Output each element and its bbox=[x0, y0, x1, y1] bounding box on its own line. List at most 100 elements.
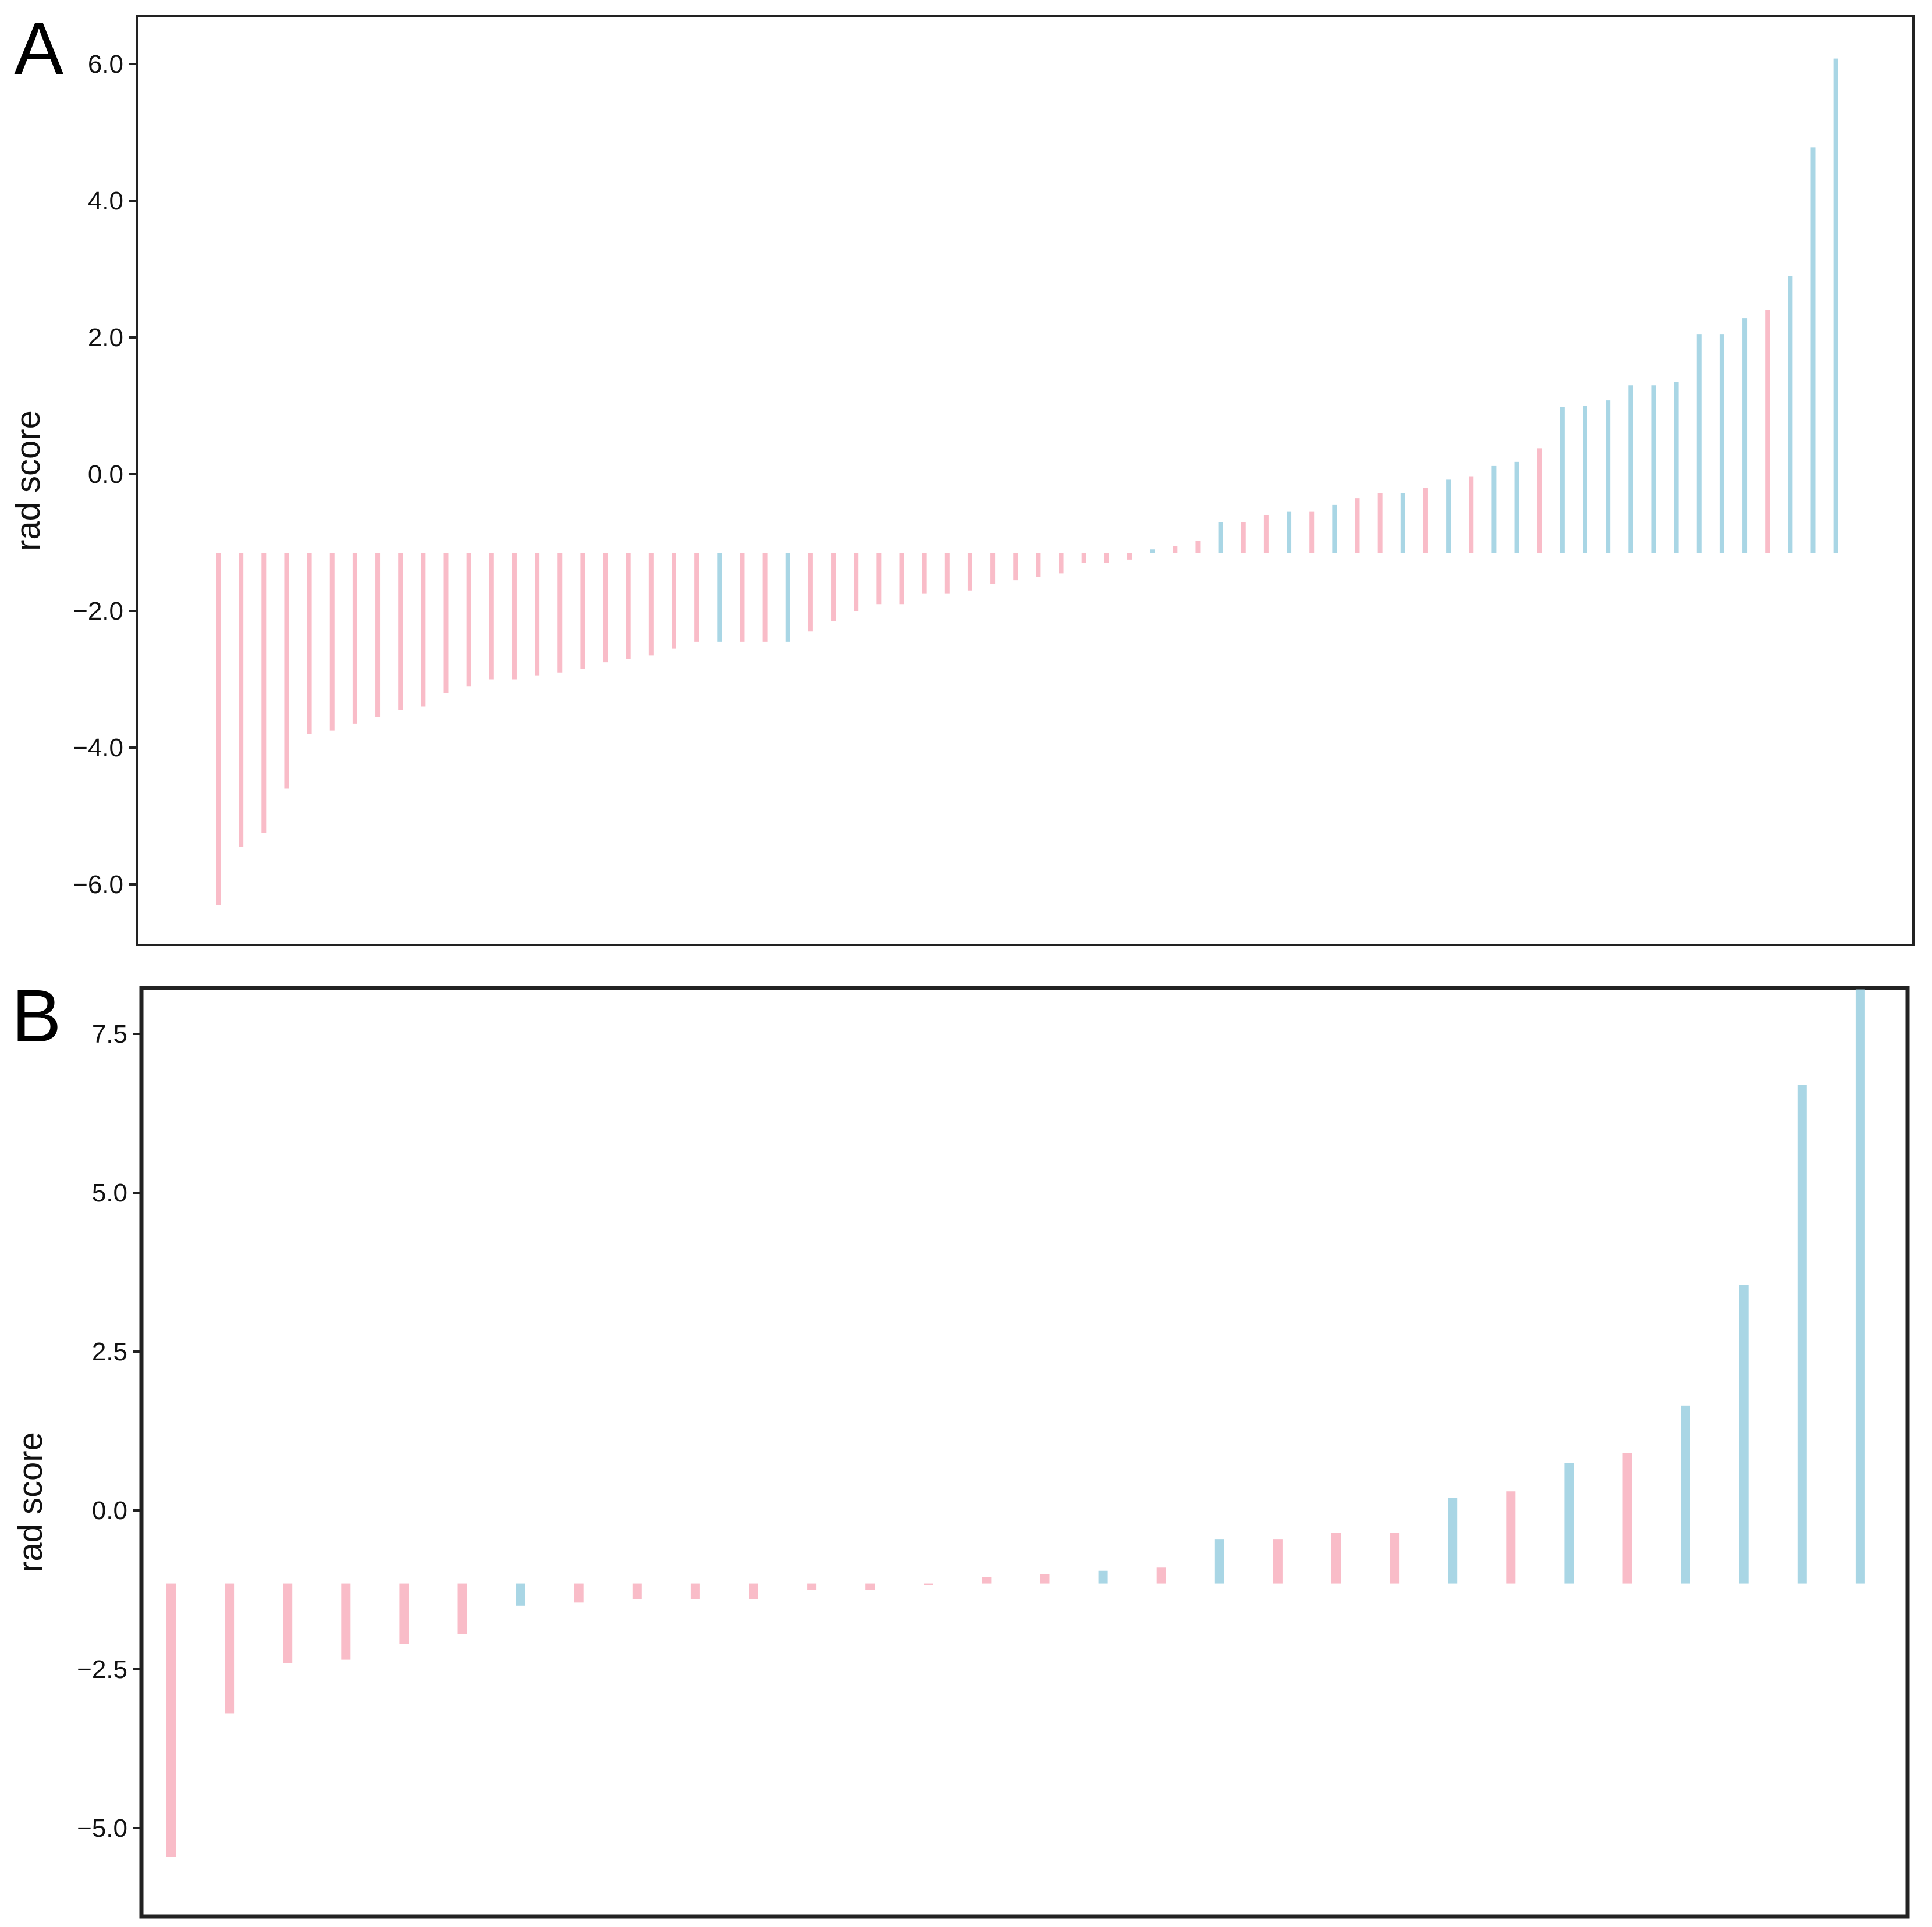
panel-b-bar bbox=[1390, 1533, 1400, 1584]
panel-a: A rad score 6.0 4.0 2.0 0.0 −2.0 −4.0 −6.0 bbox=[9, 8, 1915, 946]
panel-b-ytick-label: −2.5 bbox=[77, 1655, 127, 1684]
panel-b-bar bbox=[982, 1577, 992, 1584]
panel-a-bar bbox=[1810, 147, 1816, 553]
panel-a-bar bbox=[421, 553, 426, 707]
panel-a-bar bbox=[261, 553, 267, 833]
panel-a-bar bbox=[854, 553, 859, 611]
panel-b-bar bbox=[1855, 989, 1865, 1584]
panel-b-bar bbox=[1098, 1570, 1108, 1584]
panel-b-ytick-label: 2.5 bbox=[92, 1338, 127, 1366]
panel-a-bar bbox=[899, 553, 904, 605]
panel-a-bar bbox=[512, 553, 517, 680]
panel-a-bar bbox=[1127, 553, 1132, 560]
panel-a-bar bbox=[329, 553, 335, 731]
panel-b-ylabel: rad score bbox=[12, 1432, 49, 1573]
panel-a-bar bbox=[1446, 479, 1451, 553]
panel-b-bar bbox=[1681, 1405, 1690, 1584]
panel-b-bar bbox=[225, 1583, 235, 1714]
panel-b-bar bbox=[865, 1583, 875, 1590]
panel-b-ytick-label: −5.0 bbox=[77, 1814, 127, 1843]
panel-a-bar bbox=[352, 553, 357, 724]
panel-a-bar bbox=[1696, 334, 1702, 553]
panel-b-bars bbox=[166, 989, 1865, 1857]
panel-a-ytick-label: 6.0 bbox=[88, 50, 123, 79]
panel-b-ytick-label: 0.0 bbox=[92, 1496, 127, 1525]
panel-b-bar bbox=[1156, 1567, 1166, 1584]
panel-a-bar bbox=[1309, 511, 1315, 553]
panel-b-frame bbox=[139, 986, 1910, 1919]
panel-b-bar bbox=[1273, 1539, 1283, 1584]
panel-a-bar bbox=[1036, 553, 1041, 577]
panel-a-bar bbox=[876, 553, 882, 605]
panel-a-bar bbox=[1287, 511, 1292, 553]
panel-a-bar bbox=[1742, 318, 1748, 553]
panel-a-bar bbox=[1400, 493, 1405, 553]
panel-a-bar bbox=[1218, 522, 1223, 553]
panel-a-ytick-label: −6.0 bbox=[73, 870, 123, 899]
panel-a-bars bbox=[216, 58, 1838, 905]
panel-a-bar bbox=[1332, 504, 1337, 553]
panel-a-ytick-label: −4.0 bbox=[73, 734, 123, 762]
panel-b: B rad score 7.5 5.0 2.5 0.0 −2.5 −5.0 bbox=[12, 975, 1910, 1919]
panel-a-bar bbox=[216, 553, 221, 905]
panel-b-bar bbox=[807, 1583, 817, 1590]
panel-a-bar bbox=[1081, 553, 1086, 563]
panel-a-bar bbox=[717, 553, 722, 642]
panel-a-bar bbox=[1355, 498, 1360, 553]
panel-b-bar bbox=[166, 1583, 176, 1857]
panel-a-bar bbox=[466, 553, 471, 687]
panel-a-bar bbox=[1674, 382, 1679, 553]
panel-a-bar bbox=[1104, 553, 1109, 563]
panel-a-bar bbox=[740, 553, 745, 642]
panel-a-bar bbox=[443, 553, 449, 693]
panel-a-bar bbox=[922, 553, 927, 594]
panel-a-bar bbox=[648, 553, 654, 656]
panel-b-bar bbox=[1739, 1285, 1749, 1584]
panel-a-bar bbox=[944, 553, 950, 594]
panel-b-bar bbox=[283, 1583, 293, 1663]
panel-a-ytick-label: 2.0 bbox=[88, 323, 123, 352]
panel-b-bar bbox=[1797, 1085, 1807, 1584]
panel-a-frame bbox=[136, 15, 1915, 946]
panel-a-bar bbox=[1788, 276, 1793, 553]
panel-a-bar bbox=[535, 553, 540, 676]
panel-a-bar bbox=[375, 553, 381, 717]
panel-a-bar bbox=[1263, 515, 1269, 553]
panel-a-bar bbox=[307, 553, 312, 734]
panel-a-ylabel: rad score bbox=[9, 410, 47, 551]
panel-b-bar bbox=[690, 1583, 700, 1599]
panel-a-bar bbox=[1514, 461, 1519, 553]
panel-b-ytick-label: 7.5 bbox=[92, 1020, 127, 1048]
panel-b-bar bbox=[341, 1583, 351, 1660]
panel-b-letter: B bbox=[12, 975, 61, 1058]
panel-a-bar bbox=[1241, 522, 1246, 553]
panel-b-bar bbox=[749, 1583, 758, 1599]
panel-b-bar bbox=[1214, 1539, 1224, 1584]
panel-a-bar bbox=[672, 553, 676, 649]
panel-a-bar bbox=[1560, 407, 1565, 553]
panel-a-bar bbox=[1059, 553, 1064, 574]
panel-a-bar bbox=[1377, 493, 1383, 553]
panel-a-bar bbox=[808, 553, 813, 632]
panel-a-bar bbox=[284, 553, 289, 789]
panel-a-bar bbox=[1628, 385, 1633, 553]
panel-b-bar bbox=[1506, 1491, 1516, 1584]
panel-b-bar bbox=[924, 1583, 933, 1585]
panel-a-bar bbox=[1173, 546, 1178, 553]
panel-a-bar bbox=[489, 553, 494, 680]
panel-b-bar bbox=[1448, 1498, 1458, 1584]
panel-a-bar bbox=[1469, 476, 1474, 553]
panel-b-bar bbox=[399, 1583, 409, 1644]
panel-a-bar bbox=[626, 553, 631, 659]
panel-b-yticks: 7.5 5.0 2.5 0.0 −2.5 −5.0 bbox=[77, 1020, 141, 1843]
panel-b-bar bbox=[457, 1583, 467, 1634]
panel-a-bar bbox=[967, 553, 972, 591]
panel-a-bar bbox=[398, 553, 403, 710]
panel-a-letter: A bbox=[14, 8, 64, 91]
panel-b-ytick-label: 5.0 bbox=[92, 1179, 127, 1207]
panel-b-bar bbox=[1564, 1463, 1574, 1584]
panel-a-bar bbox=[1651, 385, 1656, 553]
panel-a-bar bbox=[1765, 310, 1770, 553]
panel-a-ytick-label: 4.0 bbox=[88, 187, 123, 215]
